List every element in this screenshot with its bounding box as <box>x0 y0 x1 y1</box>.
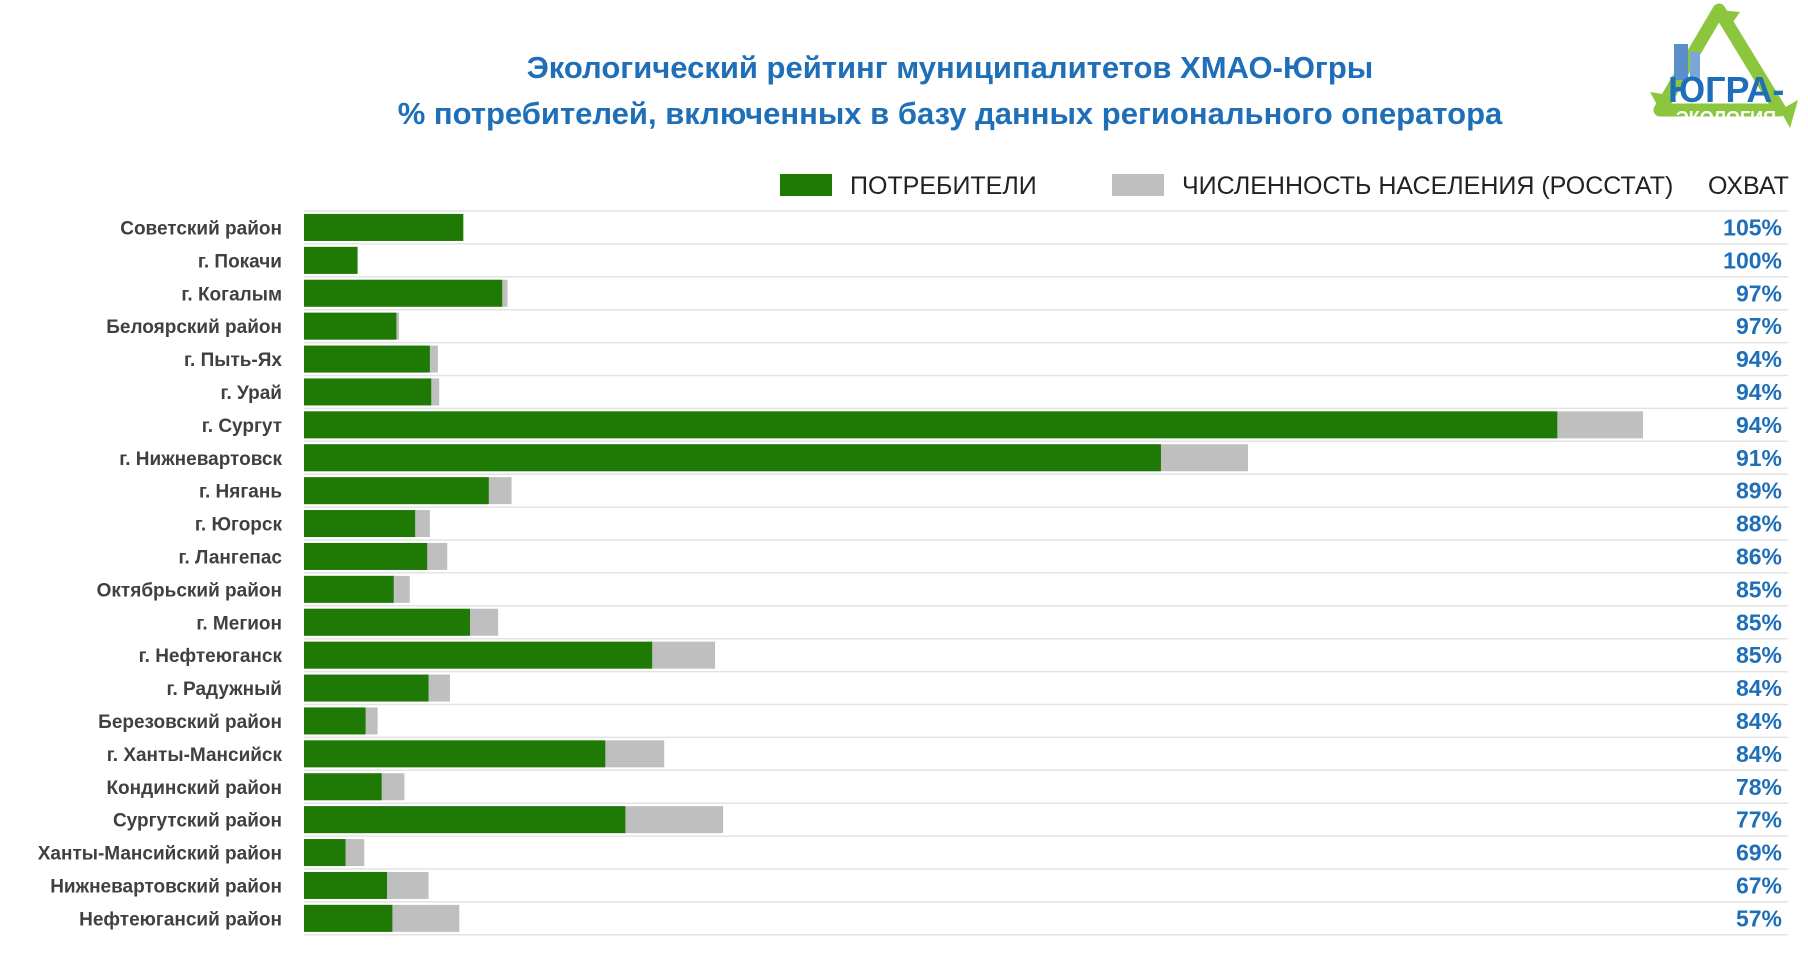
coverage-value: 91% <box>1736 445 1782 471</box>
category-label: Нефтеюгансий район <box>79 909 282 930</box>
coverage-value: 84% <box>1736 708 1782 734</box>
coverage-value: 100% <box>1723 247 1782 273</box>
category-label: г. Югорск <box>195 515 283 536</box>
category-label: Ханты-Мансийский район <box>38 844 282 865</box>
coverage-value: 88% <box>1736 511 1782 537</box>
category-label: г. Мегион <box>196 613 282 634</box>
bar-consumers <box>304 674 429 702</box>
category-label: г. Нефтеюганск <box>139 646 283 667</box>
coverage-column-header: ОХВАТ <box>1708 172 1789 200</box>
bar-consumers <box>304 411 1558 439</box>
coverage-value: 85% <box>1736 576 1782 602</box>
bar-consumers <box>304 871 388 899</box>
coverage-value: 77% <box>1736 807 1782 833</box>
legend-swatch-consumers <box>780 174 832 196</box>
bar-consumers <box>304 839 346 867</box>
category-label: г. Лангепас <box>178 547 282 568</box>
category-label: Кондинский район <box>106 778 282 799</box>
bar-consumers <box>304 542 428 570</box>
coverage-value: 89% <box>1736 478 1782 504</box>
coverage-value: 57% <box>1736 905 1782 931</box>
category-label: г. Нягань <box>199 482 282 503</box>
coverage-value: 85% <box>1736 609 1782 635</box>
category-label: Советский район <box>120 218 282 239</box>
bar-consumers <box>304 740 606 768</box>
bar-consumers <box>304 641 653 669</box>
bar-consumers <box>304 477 489 505</box>
bar-consumers <box>304 312 397 340</box>
category-label: Нижневартовский район <box>50 876 282 897</box>
yugra-ecology-logo: ЮГРА- ЭКОЛОГИЯ <box>1650 3 1798 128</box>
coverage-value: 78% <box>1736 774 1782 800</box>
bar-consumers <box>304 279 503 307</box>
legend-swatch-population <box>1112 174 1164 196</box>
logo-text-top: ЮГРА- <box>1668 69 1784 110</box>
bar-consumers <box>304 246 358 274</box>
coverage-value: 97% <box>1736 313 1782 339</box>
category-label: Сургутский район <box>113 811 282 832</box>
bar-consumers <box>304 510 416 538</box>
category-label: г. Радужный <box>166 679 282 700</box>
category-label: Березовский район <box>98 712 282 733</box>
bar-consumers <box>304 773 382 801</box>
coverage-value: 84% <box>1736 741 1782 767</box>
coverage-value: 69% <box>1736 840 1782 866</box>
bar-consumers <box>304 608 471 636</box>
category-label: г. Ханты-Мансийск <box>107 745 283 766</box>
category-label: г. Нижневартовск <box>119 449 282 470</box>
bar-consumers <box>304 904 393 932</box>
coverage-value: 97% <box>1736 280 1782 306</box>
coverage-value: 94% <box>1736 412 1782 438</box>
recycle-arrows-icon <box>1653 3 1787 117</box>
bar-consumers <box>304 707 366 735</box>
coverage-value: 84% <box>1736 675 1782 701</box>
category-label: г. Когалым <box>181 284 282 305</box>
category-label: г. Пыть-Ях <box>184 350 282 371</box>
bar-consumers <box>304 444 1161 472</box>
category-label: г. Урай <box>220 383 282 404</box>
bar-consumers <box>304 806 626 834</box>
coverage-value: 94% <box>1736 379 1782 405</box>
coverage-value: 105% <box>1723 214 1782 240</box>
chart-title-line1: Экологический рейтинг муниципалитетов ХМ… <box>526 50 1374 85</box>
bar-consumers <box>304 575 394 603</box>
legend-label-consumers: ПОТРЕБИТЕЛИ <box>850 172 1037 200</box>
category-label: г. Сургут <box>202 416 282 437</box>
category-label: г. Покачи <box>198 251 282 272</box>
coverage-value: 85% <box>1736 642 1782 668</box>
coverage-value: 86% <box>1736 543 1782 569</box>
logo-text-bottom: ЭКОЛОГИЯ <box>1676 108 1776 128</box>
chart-title-line2: % потребителей, включенных в базу данных… <box>397 96 1503 131</box>
category-label: Октябрьский район <box>97 580 282 601</box>
legend-label-population: ЧИСЛЕННОСТЬ НАСЕЛЕНИЯ (РОССТАТ) <box>1182 172 1674 200</box>
bar-consumers <box>304 345 430 373</box>
bar-consumers <box>304 378 432 406</box>
coverage-value: 94% <box>1736 346 1782 372</box>
coverage-value: 67% <box>1736 872 1782 898</box>
category-label: Белоярский район <box>106 317 282 338</box>
bar-consumers <box>304 213 464 241</box>
